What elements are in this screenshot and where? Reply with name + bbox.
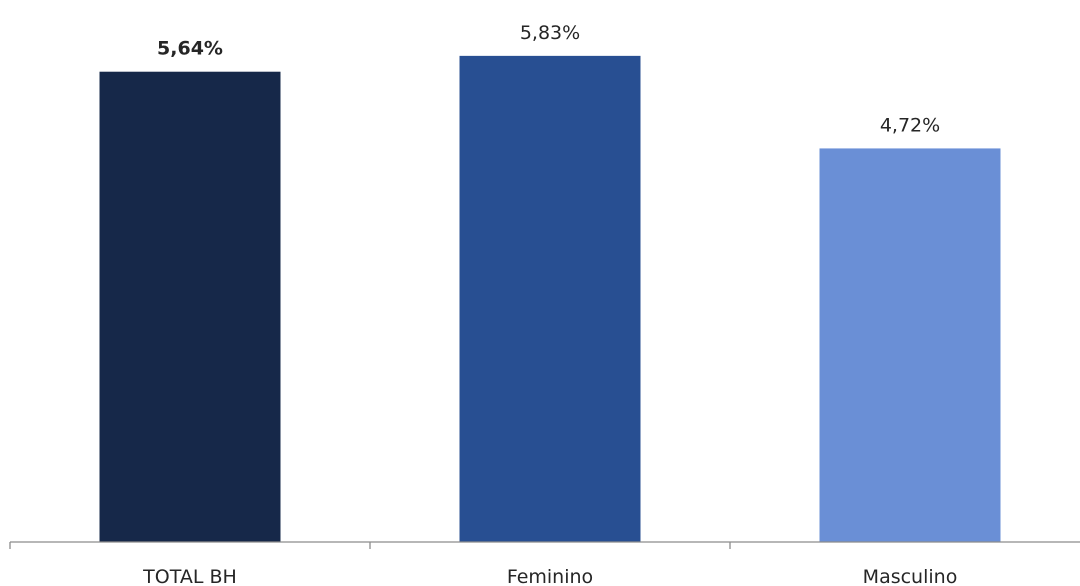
value-labels-group: 5,64% 5,83% 4,72%: [157, 22, 940, 137]
data-label: 5,64%: [157, 38, 223, 60]
bar-total-bh: [99, 71, 281, 543]
x-tick-label: TOTAL BH: [142, 566, 237, 586]
x-axis-ticks: [9, 542, 731, 549]
bars-group: [99, 55, 1001, 543]
bar-masculino: [819, 148, 1001, 542]
x-tick-label: Masculino: [863, 566, 958, 586]
category-labels-group: TOTAL BH Feminino Masculino: [142, 566, 957, 586]
bar-feminino: [459, 55, 641, 543]
data-label: 5,83%: [520, 22, 580, 44]
data-label: 4,72%: [880, 114, 940, 136]
x-tick-label: Feminino: [507, 566, 593, 586]
